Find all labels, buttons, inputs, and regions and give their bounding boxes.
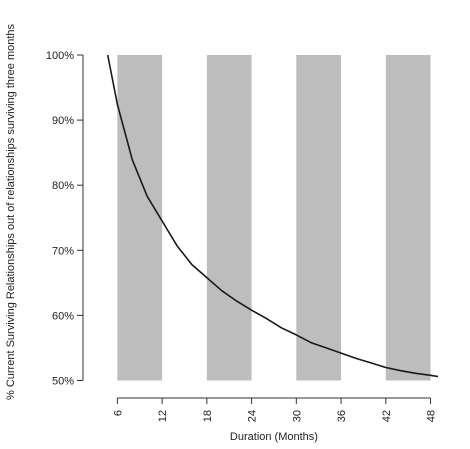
shaded-band-2 — [206, 55, 252, 381]
x-tick-label: 12 — [157, 410, 169, 422]
y-tick-label: 100% — [46, 50, 74, 62]
x-tick-label: 36 — [336, 410, 348, 422]
survival-curve-layer — [106, 54, 439, 378]
y-tick-label: 90% — [52, 115, 74, 127]
axes — [82, 55, 431, 399]
y-tick-label: 60% — [52, 310, 74, 322]
x-tick-label: 30 — [291, 410, 303, 422]
y-axis-title: % Current Surviving Relationships out of… — [5, 23, 17, 400]
y-tick-label: 50% — [52, 375, 74, 387]
y-tick-label: 80% — [52, 180, 74, 192]
shaded-band-1 — [117, 55, 163, 381]
axis-ticks: 6 12 18 24 30 36 42 48 50% 60% 70% 80% 90% 100% — [46, 50, 438, 422]
shaded-band-4 — [385, 55, 431, 381]
shaded-bands — [117, 55, 431, 381]
y-tick-label: 70% — [52, 245, 74, 257]
x-axis-title: Duration (Months) — [230, 431, 318, 443]
x-tick-label: 24 — [247, 410, 259, 422]
survival-curve — [106, 54, 439, 378]
x-tick-label: 48 — [426, 410, 438, 422]
x-tick-label: 42 — [381, 410, 393, 422]
shaded-band-3 — [296, 55, 342, 381]
x-tick-label: 18 — [202, 410, 214, 422]
x-tick-label: 6 — [112, 410, 124, 416]
